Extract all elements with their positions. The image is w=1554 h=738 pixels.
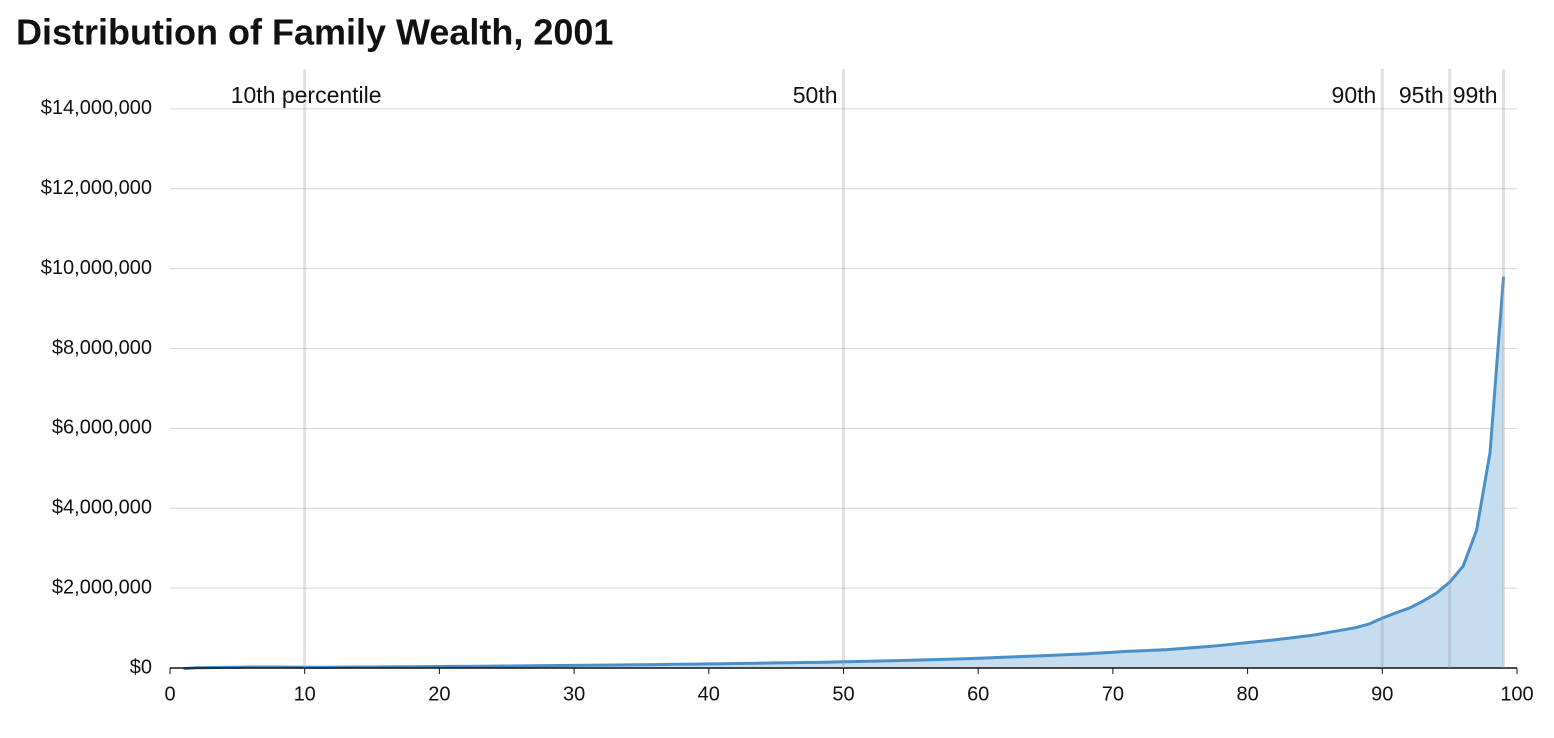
area — [183, 276, 1504, 669]
y-tick-label: $10,000,000 — [41, 257, 152, 279]
annotation-label: 50th — [793, 82, 838, 108]
x-tick-label: 10 — [294, 683, 316, 705]
x-tick-label: 90 — [1371, 683, 1393, 705]
x-tick-label: 100 — [1500, 683, 1533, 705]
line — [183, 276, 1506, 671]
y-tick-label: $0 — [130, 656, 152, 678]
y-tick-label: $6,000,000 — [52, 417, 152, 439]
x-tick-label: 0 — [164, 683, 175, 705]
chart-title: Distribution of Family Wealth, 2001 — [16, 12, 613, 53]
x-tick-label: 40 — [698, 683, 720, 705]
x-tick-label: 80 — [1236, 683, 1258, 705]
x-tick-label: 20 — [428, 683, 450, 705]
y-tick-label: $2,000,000 — [52, 576, 152, 598]
x-tick-label: 50 — [832, 683, 854, 705]
annotation-label: 90th — [1332, 82, 1377, 108]
annotation-label: 99th — [1453, 82, 1498, 108]
annotation-label: 10th percentile — [231, 82, 382, 108]
y-tick-label: $12,000,000 — [41, 177, 152, 199]
x-tick-label: 30 — [563, 683, 585, 705]
y-tick-label: $4,000,000 — [52, 497, 152, 519]
x-tick-label: 70 — [1102, 683, 1124, 705]
y-tick-label: $14,000,000 — [41, 97, 152, 119]
x-tick-label: 60 — [967, 683, 989, 705]
annotation-label: 95th — [1399, 82, 1444, 108]
y-tick-label: $8,000,000 — [52, 337, 152, 359]
